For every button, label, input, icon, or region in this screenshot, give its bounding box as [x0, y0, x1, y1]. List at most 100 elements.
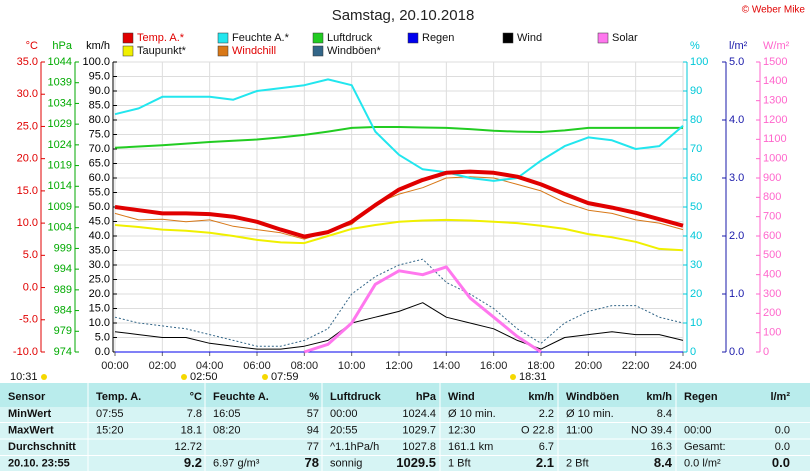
y-tick-label: 1500 [763, 56, 787, 68]
table-cell: 0.0 [772, 455, 790, 470]
y-tick-label: 1014 [48, 180, 72, 192]
y-tick-label: 200 [763, 307, 781, 319]
table-cell: 9.2 [184, 455, 202, 470]
x-tick-label: 00:00 [101, 360, 129, 372]
x-tick-label: 04:00 [196, 360, 224, 372]
table-cell: 6.97 g/m³ [213, 457, 260, 469]
table-cell: 1 Bft [448, 457, 471, 469]
table-cell: 8.4 [654, 455, 673, 470]
y-tick-label: 1200 [763, 114, 787, 126]
table-cell: 6.7 [539, 441, 554, 453]
table-cell: Gesamt: [684, 441, 726, 453]
table-cell: 78 [305, 455, 319, 470]
y-tick-label: 35.0 [89, 244, 110, 256]
y-tick-label: 3.0 [729, 172, 744, 184]
table-cell: O 22.8 [521, 424, 554, 436]
y-tick-label: 40 [690, 230, 702, 242]
y-tick-label: 1100 [763, 133, 787, 145]
table-cell: 15:20 [96, 424, 124, 436]
y-tick-label: 100 [690, 56, 708, 68]
y-tick-label: 4.0 [729, 114, 744, 126]
table-cell: sonnig [330, 457, 362, 469]
y-tick-label: 900 [763, 172, 781, 184]
table-header-unit: hPa [416, 391, 437, 403]
table-cell: 00:00 [330, 408, 358, 420]
x-tick-label: 02:00 [149, 360, 177, 372]
y-tick-label: 90 [690, 85, 702, 97]
table-cell: 1029.5 [396, 455, 436, 470]
y-tick-label: 30 [690, 259, 702, 271]
y-tick-label: 994 [54, 263, 72, 275]
table-header: Feuchte A. [213, 391, 269, 403]
x-tick-label: 18:00 [527, 360, 555, 372]
marker-icon [262, 374, 268, 380]
y-tick-label: 30.0 [89, 259, 110, 271]
y-tick-label: 2.0 [729, 230, 744, 242]
y-tick-label: 50.0 [89, 201, 110, 213]
series-line [114, 302, 684, 350]
axis-title: W/m² [763, 40, 790, 52]
table-cell: 18.1 [181, 424, 202, 436]
y-tick-label: 5.0 [95, 331, 110, 343]
y-tick-label: 600 [763, 230, 781, 242]
table-cell: 7.8 [187, 408, 202, 420]
table-cell: 16:05 [213, 408, 241, 420]
y-tick-label: 20.0 [89, 288, 110, 300]
table-header-bg [0, 383, 810, 407]
y-tick-label: -10.0 [13, 346, 38, 358]
axis-title: l/m² [729, 40, 748, 52]
y-tick-label: 40.0 [89, 230, 110, 242]
legend-label: Taupunkt* [137, 45, 187, 57]
y-tick-label: 35.0 [17, 56, 38, 68]
y-tick-label: 15.0 [17, 185, 38, 197]
table-header: Windböen [566, 391, 619, 403]
table-cell: 8.4 [657, 408, 672, 420]
series-line [114, 169, 684, 239]
axis-title: °C [26, 40, 38, 52]
table-cell: 57 [307, 408, 319, 420]
table-header: Wind [448, 391, 475, 403]
legend-swatch [122, 45, 134, 57]
y-tick-label: 974 [54, 346, 72, 358]
axis-title: % [690, 40, 700, 52]
y-tick-label: 1034 [48, 97, 72, 109]
table-header-unit: km/h [646, 391, 672, 403]
legend-label: Luftdruck [327, 32, 373, 44]
legend-swatch [312, 45, 324, 57]
y-tick-label: 400 [763, 269, 781, 281]
table-cell: 16.3 [651, 441, 672, 453]
x-tick-label: 06:00 [243, 360, 271, 372]
y-tick-label: 50 [690, 201, 702, 213]
table-header: Regen [684, 391, 718, 403]
y-tick-label: 45.0 [89, 215, 110, 227]
table-cell: 00:00 [684, 424, 712, 436]
table-header: Luftdruck [330, 391, 382, 403]
series-line [114, 126, 683, 149]
y-tick-label: 95.0 [89, 70, 110, 82]
series-line [114, 218, 684, 252]
row-label: Durchschnitt [8, 441, 76, 453]
y-tick-label: 979 [54, 325, 72, 337]
y-tick-label: 20.0 [17, 153, 38, 165]
sun-moon-time: 18:31 [519, 371, 547, 383]
legend-label: Windböen* [327, 45, 382, 57]
table-cell: 12:30 [448, 424, 476, 436]
y-tick-label: 1019 [48, 159, 72, 171]
series-line [114, 258, 684, 347]
marker-icon [510, 374, 516, 380]
table-cell: 2.1 [536, 455, 554, 470]
y-tick-label: 1000 [763, 153, 787, 165]
table-header-unit: % [309, 391, 319, 403]
legend-label: Solar [612, 32, 638, 44]
y-tick-label: 989 [54, 284, 72, 296]
y-tick-label: 25.0 [89, 273, 110, 285]
y-tick-label: 300 [763, 288, 781, 300]
y-tick-label: 90.0 [89, 85, 110, 97]
table-cell: ^1.1hPa/h [330, 441, 379, 453]
y-tick-label: 1039 [48, 77, 72, 89]
table-header-unit: °C [190, 391, 202, 403]
y-tick-label: 1300 [763, 95, 787, 107]
table-cell: NO 39.4 [631, 424, 672, 436]
